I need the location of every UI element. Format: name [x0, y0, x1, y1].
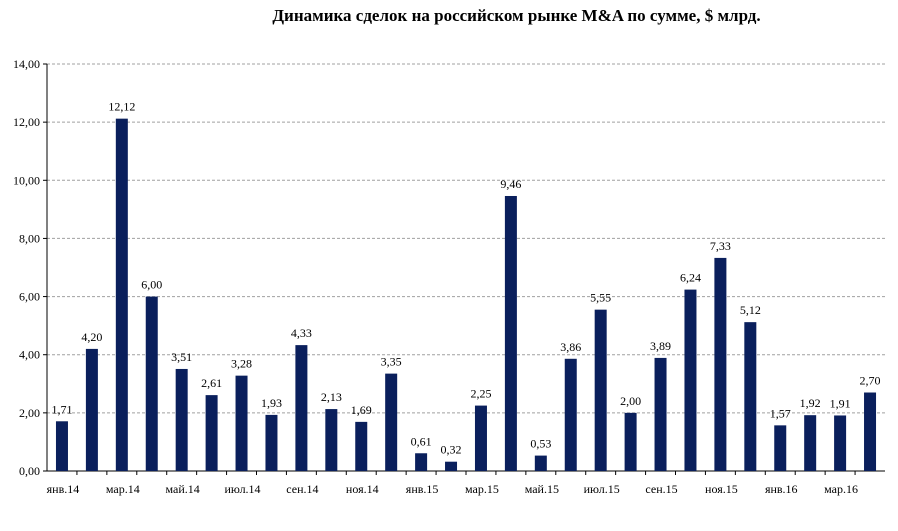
data-label: 2,70: [860, 374, 881, 388]
bar-фев.14: [85, 348, 98, 471]
data-label: 2,61: [201, 376, 222, 390]
data-label: 5,12: [740, 303, 761, 317]
x-tick-label: мар.15: [465, 482, 499, 496]
data-label: 1,93: [261, 396, 282, 410]
bar-янв.16: [774, 425, 787, 471]
data-label: 3,35: [381, 355, 402, 369]
bar-апр.15: [504, 195, 517, 471]
x-tick-label: янв.16: [765, 482, 798, 496]
data-labels: 1,71 4,20 12,12 6,00 3,51 2,61 3,28 1,93 4,33 2,1…: [51, 100, 880, 457]
bar-сен.15: [654, 357, 667, 471]
x-tick-label: сен.15: [645, 482, 677, 496]
data-label: 3,28: [231, 357, 252, 371]
data-label: 1,91: [830, 396, 851, 410]
bar-янв.14: [55, 421, 68, 471]
data-label: 0,32: [441, 443, 462, 457]
x-tick-label: мар.14: [106, 482, 140, 496]
bars: [55, 118, 877, 471]
y-tick-label: 12,00: [13, 115, 40, 129]
y-tick-label: 6,00: [19, 290, 40, 304]
bar-ноя.15: [714, 257, 727, 471]
data-label: 1,57: [770, 406, 791, 420]
x-tick-label: ноя.15: [705, 482, 738, 496]
y-tick-label: 0,00: [19, 464, 40, 478]
data-label: 12,12: [108, 100, 135, 114]
x-axis-tick-labels: янв.14 мар.14 май.14 июл.14 сен.14 ноя.14 янв.…: [47, 482, 858, 496]
bar-апр.14: [145, 296, 158, 471]
bar-май.15: [534, 455, 547, 471]
bar-мар.15: [474, 405, 487, 471]
data-label: 0,53: [530, 437, 551, 451]
bar-мар.14: [115, 118, 128, 471]
bar-дек.14: [385, 373, 398, 471]
bar-авг.15: [624, 412, 637, 471]
data-label: 4,20: [81, 330, 102, 344]
x-tick-label: май.15: [525, 482, 559, 496]
data-label: 9,46: [500, 177, 521, 191]
chart-title: Динамика сделок на российском рынке M&A …: [272, 6, 761, 25]
bar-авг.14: [265, 414, 278, 471]
x-tick-label: май.14: [166, 482, 200, 496]
x-tick-label: янв.14: [47, 482, 80, 496]
y-axis-tick-labels: 0,00 2,00 4,00 6,00 8,00 10,00 12,00 14,00: [13, 57, 40, 478]
y-tick-label: 14,00: [13, 57, 40, 71]
data-label: 3,51: [171, 350, 192, 364]
bar-апр.16: [864, 392, 877, 471]
data-label: 1,71: [51, 402, 72, 416]
x-tick-label: сен.14: [286, 482, 318, 496]
bar-май.14: [175, 368, 188, 471]
data-label: 1,69: [351, 403, 372, 417]
bar-окт.14: [325, 409, 338, 471]
bar-окт.15: [684, 289, 697, 471]
x-tick-label: янв.15: [406, 482, 439, 496]
data-label: 5,55: [590, 291, 611, 305]
y-tick-label: 10,00: [13, 173, 40, 187]
data-label: 2,25: [470, 387, 491, 401]
data-label: 7,33: [710, 239, 731, 253]
bar-июл.14: [235, 375, 248, 471]
bar-янв.15: [415, 453, 428, 471]
x-tick-label: июл.14: [224, 482, 260, 496]
data-label: 6,24: [680, 271, 701, 285]
data-label: 1,92: [800, 396, 821, 410]
data-label: 0,61: [411, 434, 432, 448]
bar-июн.15: [564, 358, 577, 471]
y-tick-label: 4,00: [19, 348, 40, 362]
x-tick-label: июл.15: [584, 482, 620, 496]
data-label: 2,00: [620, 394, 641, 408]
bar-дек.15: [744, 322, 757, 471]
x-tick-label: ноя.14: [346, 482, 379, 496]
bar-июн.14: [205, 395, 218, 471]
data-label: 6,00: [141, 278, 162, 292]
data-label: 2,13: [321, 390, 342, 404]
bar-фев.16: [804, 415, 817, 471]
data-label: 3,86: [560, 340, 581, 354]
bar-июл.15: [594, 309, 607, 471]
bar-сен.14: [295, 345, 308, 471]
bar-мар.16: [834, 415, 847, 471]
bar-ноя.14: [355, 421, 368, 471]
data-label: 4,33: [291, 326, 312, 340]
y-tick-label: 2,00: [19, 406, 40, 420]
data-label: 3,89: [650, 339, 671, 353]
x-tick-label: мар.16: [824, 482, 858, 496]
bar-фев.15: [445, 461, 458, 471]
y-tick-label: 8,00: [19, 231, 40, 245]
